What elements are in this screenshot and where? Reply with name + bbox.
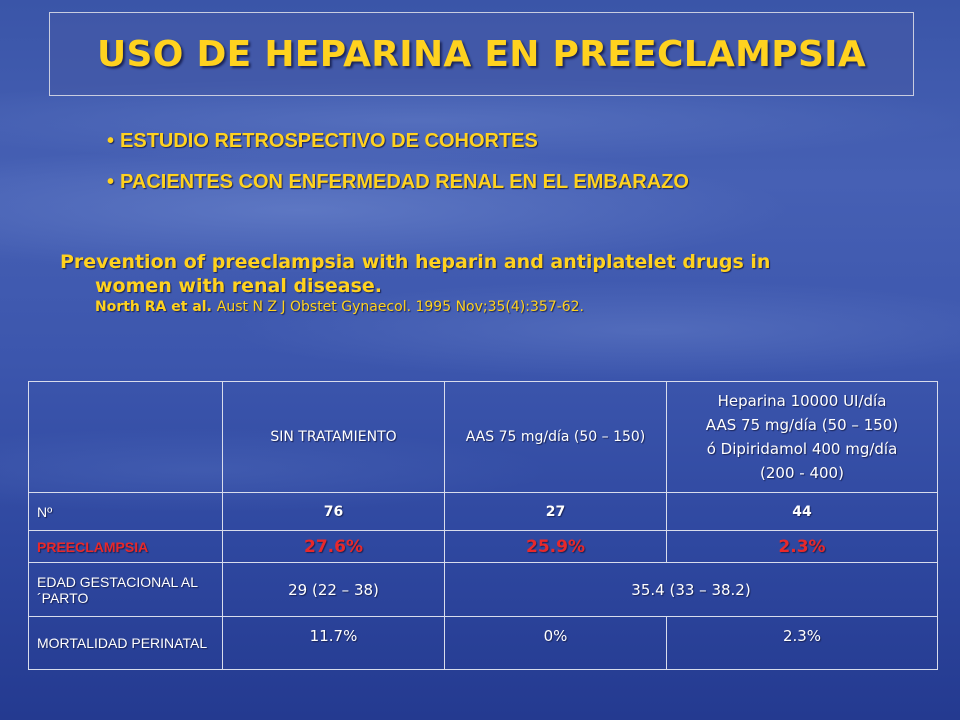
bullet-item: • PACIENTES CON ENFERMEDAD RENAL EN EL EM… <box>107 171 689 193</box>
reference-title-line1: Prevention of preeclampsia with heparin … <box>60 251 771 273</box>
cell-value: 2.3% <box>666 616 938 670</box>
cell-value: 44 <box>666 492 938 531</box>
bullet-item: • ESTUDIO RETROSPECTIVO DE COHORTES <box>107 130 538 152</box>
title-box: USO DE HEPARINA EN PREECLAMPSIA <box>49 12 914 96</box>
cell-value: 2.3% <box>666 530 938 563</box>
row-label-edad: EDAD GESTACIONAL AL ´PARTO <box>28 562 223 617</box>
bullet-list: • ESTUDIO RETROSPECTIVO DE COHORTES • PACI… <box>107 130 689 212</box>
bullet-icon: • <box>107 130 115 152</box>
row-label-n: Nº <box>28 492 223 531</box>
cell-value-merged: 35.4 (33 – 38.2) <box>444 562 938 617</box>
cell-value: 0% <box>444 616 667 670</box>
table-row: Nº 76 27 44 <box>28 492 938 531</box>
cell-value: 76 <box>222 492 445 531</box>
cell-value: 27 <box>444 492 667 531</box>
reference-authors: North RA et al. <box>95 299 212 315</box>
row-label-preeclampsia: PREECLAMPSIA <box>28 530 223 563</box>
results-table: SIN TRATAMIENTO AAS 75 mg/día (50 – 150)… <box>28 381 938 670</box>
header-heparina: Heparina 10000 UI/día AAS 75 mg/día (50 … <box>666 381 938 493</box>
table-row: MORTALIDAD PERINATAL 11.7% 0% 2.3% <box>28 616 938 670</box>
cell-value: 25.9% <box>444 530 667 563</box>
cell-value: 29 (22 – 38) <box>222 562 445 617</box>
cell-value: 11.7% <box>222 616 445 670</box>
table-row: PREECLAMPSIA 27.6% 25.9% 2.3% <box>28 530 938 563</box>
table-row: EDAD GESTACIONAL AL ´PARTO 29 (22 – 38) … <box>28 562 938 617</box>
header-sin-tratamiento: SIN TRATAMIENTO <box>222 381 445 493</box>
header-aas: AAS 75 mg/día (50 – 150) <box>444 381 667 493</box>
bullet-icon: • <box>107 171 115 193</box>
reference-citation: North RA et al. Aust N Z J Obstet Gynaec… <box>60 298 920 316</box>
reference: Prevention of preeclampsia with heparin … <box>60 250 920 316</box>
reference-title-line2: women with renal disease. <box>95 275 382 297</box>
cell-value: 27.6% <box>222 530 445 563</box>
reference-journal: Aust N Z J Obstet Gynaecol. 1995 Nov;35(… <box>216 299 585 315</box>
table-corner-cell <box>28 381 223 493</box>
table-header-row: SIN TRATAMIENTO AAS 75 mg/día (50 – 150)… <box>28 381 938 493</box>
row-label-mortalidad: MORTALIDAD PERINATAL <box>28 616 223 670</box>
slide-title: USO DE HEPARINA EN PREECLAMPSIA <box>96 33 867 75</box>
